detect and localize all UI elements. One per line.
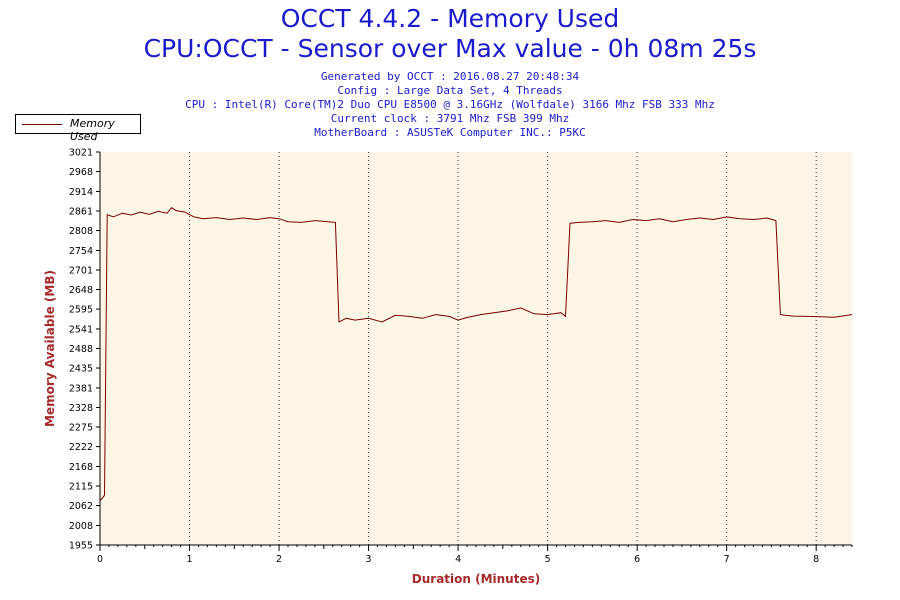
y-tick-label: 1955 bbox=[69, 541, 93, 552]
y-tick-label: 2968 bbox=[69, 167, 93, 178]
legend: Memory Used bbox=[15, 114, 141, 143]
x-tick-label: 5 bbox=[545, 554, 551, 565]
x-tick-label: 6 bbox=[634, 554, 640, 565]
x-axis-label: Duration (Minutes) bbox=[412, 572, 540, 586]
y-tick-label: 2808 bbox=[69, 226, 93, 237]
y-tick-label: 2541 bbox=[69, 324, 93, 335]
legend-swatch bbox=[22, 124, 62, 125]
info-cpu: CPU : Intel(R) Core(TM)2 Duo CPU E8500 @… bbox=[185, 98, 715, 111]
y-tick-label: 2754 bbox=[69, 246, 93, 257]
x-tick-label: 0 bbox=[97, 554, 103, 565]
y-tick-label: 2648 bbox=[69, 285, 93, 296]
y-tick-label: 2595 bbox=[69, 305, 93, 316]
y-tick-label: 2435 bbox=[69, 364, 93, 375]
grid-lines bbox=[189, 152, 817, 545]
info-config: Config : Large Data Set, 4 Threads bbox=[337, 84, 563, 97]
info-clock: Current clock : 3791 Mhz FSB 399 Mhz bbox=[330, 112, 570, 125]
y-tick-label: 2222 bbox=[69, 442, 93, 453]
y-tick-label: 2381 bbox=[69, 383, 93, 394]
y-tick-label: 2328 bbox=[69, 403, 93, 414]
y-tick-label: 2275 bbox=[69, 423, 93, 434]
x-tick-label: 3 bbox=[366, 554, 372, 565]
legend-label: Memory Used bbox=[70, 117, 115, 143]
y-tick-label: 2861 bbox=[69, 206, 93, 217]
ticks: 1955200820622115216822222275232823812435… bbox=[69, 148, 853, 565]
chart-title: OCCT 4.4.2 - Memory Used bbox=[280, 4, 620, 33]
y-tick-label: 2008 bbox=[69, 521, 93, 532]
y-tick-label: 2062 bbox=[69, 501, 93, 512]
x-tick-label: 1 bbox=[187, 554, 193, 565]
y-tick-label: 2488 bbox=[69, 344, 93, 355]
info-generated: Generated by OCCT : 2016.08.27 20:48:34 bbox=[320, 70, 580, 83]
x-tick-label: 7 bbox=[724, 554, 730, 565]
y-tick-label: 2168 bbox=[69, 462, 93, 473]
x-tick-label: 4 bbox=[455, 554, 461, 565]
y-tick-label: 2701 bbox=[69, 265, 93, 276]
series-line-memory-used bbox=[99, 207, 853, 502]
y-tick-label: 3021 bbox=[69, 148, 93, 159]
y-axis-label: Memory Available (MB) bbox=[43, 270, 57, 427]
y-tick-label: 2115 bbox=[69, 482, 93, 493]
plot-area bbox=[100, 152, 852, 545]
x-tick-label: 8 bbox=[813, 554, 819, 565]
x-tick-label: 2 bbox=[276, 554, 282, 565]
info-motherboard: MotherBoard : ASUSTeK Computer INC.: P5K… bbox=[314, 126, 586, 139]
y-tick-label: 2914 bbox=[69, 187, 93, 198]
chart-subtitle: CPU:OCCT - Sensor over Max value - 0h 08… bbox=[143, 34, 757, 63]
